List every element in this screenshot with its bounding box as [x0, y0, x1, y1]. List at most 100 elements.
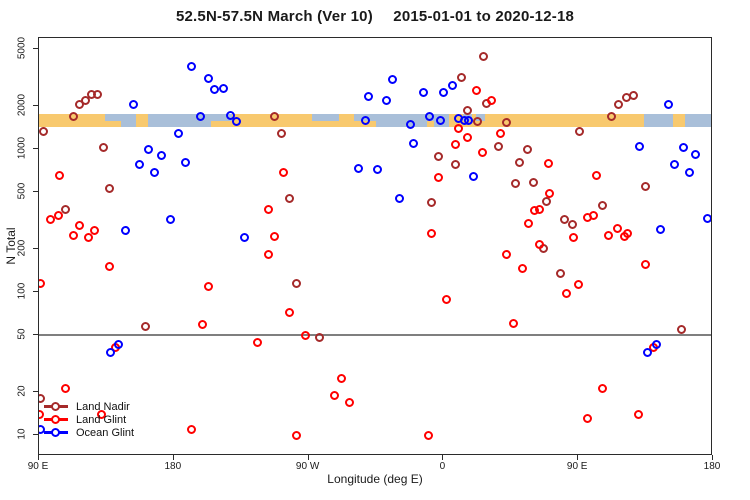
x-tick-label: 180 — [703, 461, 721, 472]
data-point-land-glint — [501, 250, 511, 260]
data-point-land-glint — [74, 221, 84, 231]
data-point-land-nadir — [614, 99, 624, 109]
data-point-ocean-glint — [419, 87, 429, 97]
legend-label: Land Glint — [76, 413, 127, 426]
data-point-ocean-glint — [187, 61, 197, 71]
data-point-land-glint — [46, 215, 56, 225]
data-point-land-nadir — [606, 112, 616, 122]
data-point-land-nadir — [473, 117, 483, 127]
data-point-land-nadir — [501, 118, 511, 128]
data-point-ocean-glint — [468, 172, 478, 182]
data-point-ocean-glint — [425, 112, 435, 122]
data-point-ocean-glint — [226, 110, 236, 120]
y-tick-label: 10 — [16, 428, 28, 440]
data-point-land-glint — [269, 231, 279, 241]
legend-marker-line — [44, 402, 68, 412]
x-tick — [712, 455, 713, 460]
data-point-land-nadir — [426, 198, 436, 208]
data-point-ocean-glint — [684, 168, 694, 178]
data-point-land-nadir — [560, 215, 570, 225]
data-point-ocean-glint — [447, 81, 457, 91]
y-tick — [33, 104, 38, 106]
data-point-land-nadir — [494, 142, 504, 152]
map-strip-land-segment — [449, 114, 645, 127]
legend-label: Land Nadir — [76, 400, 130, 413]
data-point-land-glint — [534, 239, 544, 249]
data-point-land-glint — [453, 124, 463, 134]
x-tick — [442, 455, 444, 460]
data-point-ocean-glint — [209, 85, 219, 95]
y-tick-label: 5000 — [16, 36, 28, 60]
y-tick — [33, 334, 38, 336]
legend-marker-circle — [51, 428, 60, 438]
data-point-land-glint — [253, 338, 263, 348]
y-tick — [33, 148, 38, 149]
data-point-land-nadir — [567, 220, 577, 230]
data-point-land-glint — [55, 171, 65, 181]
data-point-land-nadir — [528, 178, 538, 188]
data-point-land-nadir — [641, 182, 651, 192]
data-point-land-glint — [441, 295, 451, 305]
data-point-ocean-glint — [663, 99, 673, 109]
data-point-land-nadir — [597, 201, 607, 211]
legend-marker-line — [44, 415, 68, 425]
data-point-land-glint — [591, 171, 601, 181]
data-point-land-nadir — [629, 91, 639, 101]
data-point-land-nadir — [104, 183, 114, 193]
map-strip-land-segment — [211, 120, 233, 127]
data-point-land-glint — [623, 229, 633, 239]
y-tick — [33, 48, 38, 50]
map-strip-land-segment — [338, 114, 354, 127]
data-point-land-nadir — [292, 279, 302, 289]
data-point-land-glint — [278, 168, 288, 178]
x-tick-label: 90 W — [295, 461, 320, 472]
x-tick — [38, 455, 39, 460]
data-point-ocean-glint — [651, 339, 661, 349]
data-point-ocean-glint — [106, 347, 116, 357]
data-point-land-glint — [509, 319, 519, 329]
data-point-ocean-glint — [381, 96, 391, 106]
data-point-land-glint — [104, 262, 114, 272]
data-point-land-glint — [573, 280, 583, 290]
data-point-land-nadir — [539, 244, 549, 254]
data-point-land-nadir — [284, 194, 294, 204]
chart-title-daterange: 2015-01-01 to 2020-12-18 — [393, 8, 575, 25]
data-point-land-glint — [263, 250, 273, 260]
data-point-land-glint — [68, 230, 78, 240]
data-point-land-glint — [344, 397, 354, 407]
y-tick-label: 500 — [16, 182, 28, 200]
data-point-land-glint — [426, 229, 436, 239]
data-point-ocean-glint — [149, 168, 159, 178]
chart-title: 52.5N-57.5N March (Ver 10) 2015-01-01 to… — [0, 8, 750, 25]
data-point-land-glint — [471, 86, 481, 96]
plot-area — [38, 37, 712, 455]
data-point-ocean-glint — [232, 117, 242, 127]
data-point-land-glint — [545, 189, 555, 199]
data-point-ocean-glint — [408, 138, 418, 148]
data-point-land-glint — [569, 233, 579, 243]
x-tick — [172, 455, 174, 460]
data-point-land-glint — [450, 140, 460, 150]
legend-marker-circle — [51, 402, 60, 412]
data-point-land-glint — [89, 225, 99, 235]
data-point-land-nadir — [98, 142, 108, 152]
data-point-ocean-glint — [166, 215, 176, 225]
data-point-ocean-glint — [372, 165, 382, 175]
data-point-ocean-glint — [157, 151, 167, 161]
data-point-land-glint — [641, 260, 651, 270]
data-point-land-nadir — [522, 144, 532, 154]
map-strip-land-segment — [104, 120, 122, 127]
data-point-land-nadir — [677, 324, 687, 334]
data-point-ocean-glint — [642, 347, 652, 357]
data-point-ocean-glint — [173, 129, 183, 139]
data-point-ocean-glint — [361, 115, 370, 125]
data-point-land-nadir — [456, 73, 466, 83]
data-point-land-glint — [53, 210, 63, 220]
data-point-ocean-glint — [128, 99, 138, 109]
map-strip-land-segment — [136, 114, 149, 127]
data-point-land-glint — [301, 330, 311, 340]
data-point-land-glint — [561, 289, 571, 299]
map-strip-land-segment — [311, 120, 339, 127]
data-point-ocean-glint — [239, 233, 249, 243]
data-point-land-nadir — [542, 196, 552, 206]
